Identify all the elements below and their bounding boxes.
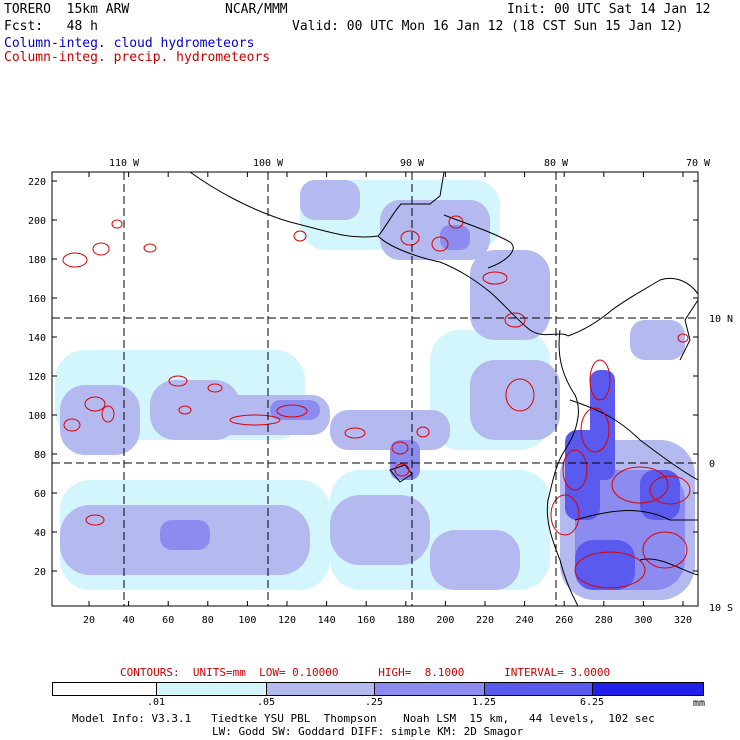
y-tick-label: 20: [34, 567, 46, 578]
x-tick-label: 280: [595, 615, 613, 626]
y-tick-label: 40: [34, 528, 46, 539]
colorbar-unit: mm: [693, 698, 706, 709]
y-tick-label: 220: [28, 177, 46, 188]
x-tick-label: 40: [123, 615, 135, 626]
x-tick-label: 200: [436, 615, 454, 626]
x-tick-label: 180: [397, 615, 415, 626]
x-tick-label: 60: [162, 615, 174, 626]
latitude-label: 10 S: [709, 603, 733, 614]
y-tick-label: 80: [34, 450, 46, 461]
x-tick-label: 320: [674, 615, 692, 626]
x-tick-label: 80: [202, 615, 214, 626]
forecast-hour: Fcst: 48 h: [4, 19, 98, 34]
x-tick-label: 260: [555, 615, 573, 626]
init-time: Init: 00 UTC Sat 14 Jan 12: [507, 2, 711, 17]
map-frame: [51, 171, 699, 607]
model-physics: LW: Godd SW: Goddard DIFF: simple KM: 2D…: [212, 725, 524, 738]
colorbar-swatch: [53, 683, 157, 695]
colorbar-label: 6.25: [579, 697, 605, 708]
colorbar-label: .05: [256, 697, 276, 708]
x-tick-label: 120: [278, 615, 296, 626]
x-tick-label: 160: [357, 615, 375, 626]
colorbar-label: .25: [364, 697, 384, 708]
colorbar-swatch: [267, 683, 375, 695]
organization-label: NCAR/MMM: [225, 2, 288, 17]
model-title: TORERO 15km ARW: [4, 2, 130, 17]
colorbar-label: 1.25: [471, 697, 497, 708]
valid-time: Valid: 00 UTC Mon 16 Jan 12 (18 CST Sun …: [292, 19, 684, 34]
x-tick-label: 220: [476, 615, 494, 626]
y-tick-label: 160: [28, 294, 46, 305]
y-tick-label: 200: [28, 216, 46, 227]
longitude-label: 110 W: [109, 158, 140, 169]
y-tick-label: 60: [34, 489, 46, 500]
colorbar-swatch: [593, 683, 703, 695]
longitude-label: 80 W: [544, 158, 569, 169]
x-tick-label: 100: [238, 615, 256, 626]
latitude-label: 0: [709, 459, 715, 470]
lat-lon-grid: [52, 172, 698, 606]
x-tick-label: 20: [83, 615, 95, 626]
x-tick-label: 240: [516, 615, 534, 626]
colorbar: [52, 682, 704, 696]
cloud-field-label: Column-integ. cloud hydrometeors: [4, 36, 255, 51]
latitude-label: 10 N: [709, 314, 733, 325]
longitude-label: 70 W: [686, 158, 711, 169]
model-info: Model Info: V3.3.1 Tiedtke YSU PBL Thomp…: [72, 712, 655, 725]
x-tick-label: 300: [634, 615, 652, 626]
colorbar-swatch: [485, 683, 593, 695]
x-tick-label: 140: [318, 615, 336, 626]
precip-field-label: Column-integ. precip. hydrometeors: [4, 50, 271, 65]
precip-contours: [62, 215, 691, 589]
colorbar-label: .01: [146, 697, 166, 708]
colorbar-swatch: [375, 683, 485, 695]
contour-info: CONTOURS: UNITS=mm LOW= 0.10000 HIGH= 8.…: [120, 666, 611, 679]
colorbar-swatch: [157, 683, 267, 695]
longitude-label: 100 W: [253, 158, 284, 169]
y-tick-label: 140: [28, 333, 46, 344]
y-tick-label: 180: [28, 255, 46, 266]
y-tick-label: 120: [28, 372, 46, 383]
coastlines: [189, 171, 699, 607]
longitude-label: 90 W: [400, 158, 425, 169]
y-tick-label: 100: [28, 411, 46, 422]
